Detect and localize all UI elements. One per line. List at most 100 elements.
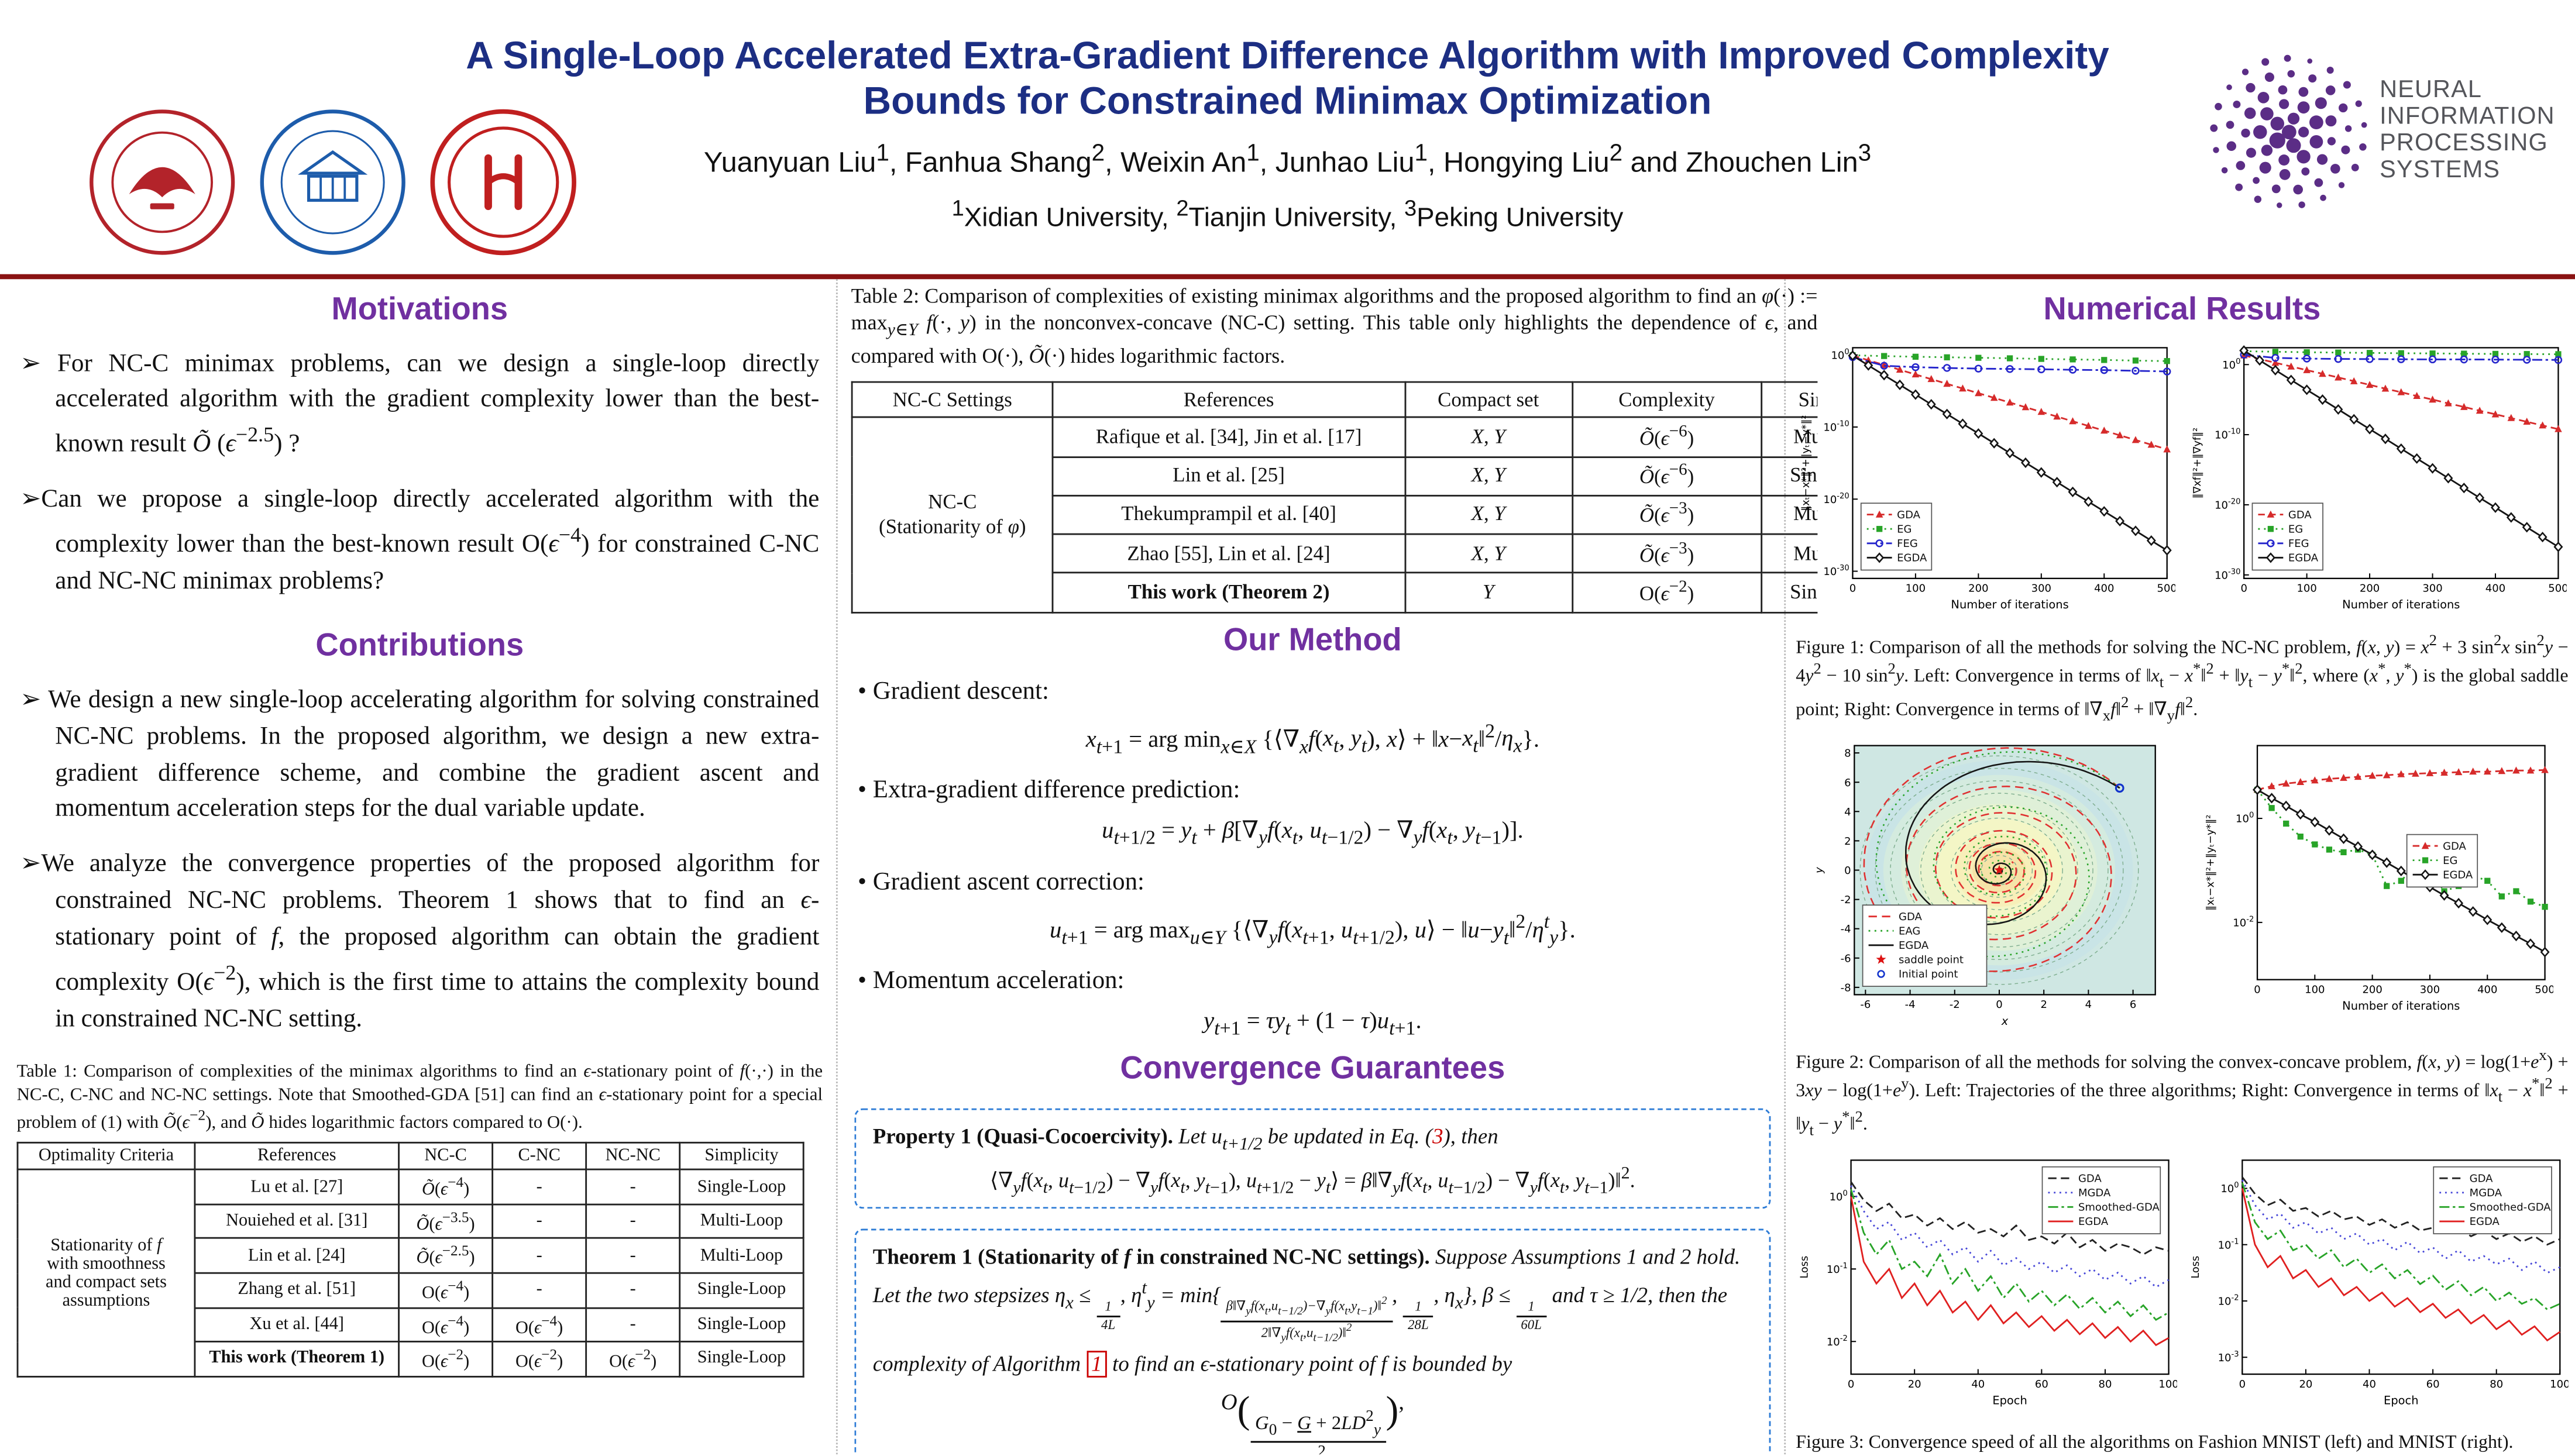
table-cell: Õ(ϵ−3)	[1571, 494, 1762, 535]
method-step-label: • Gradient ascent correction:	[858, 869, 1144, 896]
table-cell: -	[585, 1169, 681, 1206]
motivation-item-2: ➢Can we propose a single-loop directly a…	[20, 487, 820, 596]
svg-text:EG: EG	[2288, 522, 2303, 535]
table-cell: Zhao [55], Lin et al. [24]	[1052, 533, 1406, 574]
method-item-4: • Momentum acceleration: yt+1 = τyt + (1…	[851, 969, 1775, 1042]
svg-text:Number of iterations: Number of iterations	[1951, 597, 2068, 611]
svg-text:400: 400	[2477, 983, 2497, 996]
svg-text:500: 500	[2157, 581, 2175, 594]
table2-header-row: NC-C Settings References Compact set Com…	[851, 381, 1818, 419]
svg-text:8: 8	[1844, 748, 1851, 760]
svg-text:80: 80	[2099, 1379, 2112, 1391]
table-cell: O(ϵ−4)	[398, 1272, 494, 1309]
table-row: Lin et al. [25] X, Y Õ(ϵ−6) Single-Loop	[852, 455, 1818, 497]
table-cell: -	[491, 1169, 587, 1206]
table-cell: Multi-Loop	[679, 1238, 805, 1274]
table-cell: Nouiehed et al. [31]	[194, 1203, 400, 1240]
table-cell: -	[491, 1238, 587, 1274]
theorem-1-complexity-formula: O(G0 − G + 2LD2yϵ2),	[1221, 1388, 1405, 1454]
svg-text:Loss: Loss	[1799, 1257, 1810, 1279]
svg-text:0: 0	[1849, 581, 1856, 594]
svg-text:-2: -2	[1841, 894, 1851, 906]
method-step-formula: ut+1/2 = yt + β[∇yf(xt, ut−1/2) − ∇yf(xt…	[1102, 817, 1524, 849]
method-step-label: • Gradient descent:	[858, 677, 1049, 705]
method-step-label: • Momentum acceleration:	[858, 969, 1125, 996]
method-step-formula: yt+1 = τyt + (1 − τ)ut+1.	[1204, 1008, 1422, 1041]
svg-text:400: 400	[2094, 581, 2114, 594]
table-row: Lin et al. [24] Õ(ϵ−2.5) - - Multi-Loop	[18, 1238, 805, 1274]
svg-text:GDA: GDA	[2470, 1173, 2493, 1186]
peking-university-logo	[430, 109, 576, 256]
table-cell: Single-Loop	[1760, 455, 1818, 497]
figure2-caption: Figure 2: Comparison of all the methods …	[1796, 1048, 2569, 1141]
eq-3-link[interactable]: 3	[1432, 1125, 1443, 1149]
neurips-line: NEURAL	[2380, 77, 2483, 104]
table-cell: Multi-Loop	[1760, 533, 1818, 574]
svg-text:‖∇xf‖²+‖∇yf‖²: ‖∇xf‖²+‖∇yf‖²	[2192, 426, 2203, 498]
table2-wrapper: NC-C Settings References Compact set Com…	[851, 381, 1818, 613]
svg-text:FEG: FEG	[2288, 537, 2309, 549]
svg-text:40: 40	[2363, 1379, 2376, 1391]
svg-text:300: 300	[2420, 983, 2440, 996]
svg-text:Number of iterations: Number of iterations	[2342, 597, 2460, 611]
svg-text:0: 0	[2240, 581, 2247, 594]
svg-text:EGDA: EGDA	[2078, 1217, 2109, 1229]
svg-text:300: 300	[2422, 581, 2442, 594]
algorithm-1-link[interactable]: 1	[1086, 1350, 1107, 1377]
svg-text:-6: -6	[1841, 952, 1851, 965]
svg-text:Initial point: Initial point	[1899, 968, 1958, 980]
svg-text:4: 4	[2085, 999, 2092, 1011]
table-cell: Multi-Loop	[1760, 494, 1818, 535]
table-cell: Lin et al. [24]	[194, 1238, 400, 1274]
table-cell: Thekumprampil et al. [40]	[1052, 494, 1406, 535]
right-column: Numerical Results 0 100 200 300 400 500 100 10-…	[1786, 278, 2575, 1454]
neurips-wordmark: NEURAL INFORMATION PROCESSING SYSTEMS	[2380, 77, 2555, 185]
svg-text:-2: -2	[1950, 999, 1960, 1011]
table-row: Xu et al. [44] O(ϵ−4) O(ϵ−4) - Single-Lo…	[18, 1306, 805, 1343]
numerical-results-heading: Numerical Results	[2043, 291, 2321, 327]
svg-text:EG: EG	[1897, 522, 1912, 535]
method-item-1: • Gradient descent: xt+1 = arg minx∈X {⟨…	[851, 678, 1775, 759]
our-method-heading: Our Method	[1223, 622, 1402, 658]
property-1-box: Property 1 (Quasi-Cocoercivity). Let ut+…	[854, 1109, 1771, 1209]
svg-text:10-3: 10-3	[2218, 1351, 2239, 1365]
svg-text:200: 200	[2360, 581, 2380, 594]
svg-text:Epoch: Epoch	[2384, 1395, 2418, 1408]
table-cell: -	[585, 1238, 681, 1274]
table1-header-row: Optimality Criteria References NC-C C-NC…	[16, 1142, 805, 1171]
table-cell: Rafique et al. [34], Jin et al. [17]	[1052, 417, 1406, 457]
table1-header: NC-NC	[585, 1142, 681, 1171]
svg-text:10-2: 10-2	[2218, 1295, 2239, 1309]
svg-text:EGDA: EGDA	[1899, 939, 1929, 952]
svg-text:MGDA: MGDA	[2078, 1187, 2111, 1200]
svg-text:x: x	[2001, 1014, 2009, 1028]
svg-text:100: 100	[1830, 1190, 1848, 1204]
table-row: Zhao [55], Lin et al. [24] X, Y Õ(ϵ−3) M…	[852, 533, 1818, 574]
svg-text:4: 4	[1844, 806, 1851, 818]
table-cell: Õ(ϵ−6)	[1571, 417, 1762, 457]
figure-1: 0 100 200 300 400 500 100 10-10 10-20 10-30 Number…	[1796, 339, 2568, 623]
svg-text:10-2: 10-2	[1827, 1335, 1848, 1349]
method-item-2: • Extra-gradient difference prediction: …	[851, 777, 1775, 851]
table-cell: X, Y	[1404, 494, 1573, 535]
table-cell: -	[585, 1203, 681, 1240]
svg-text:-4: -4	[1841, 923, 1851, 935]
property-1-formula: ⟨∇yf(xt, ut−1/2) − ∇yf(xt, yt−1), ut+1/2…	[990, 1164, 1635, 1197]
svg-text:GDA: GDA	[2443, 840, 2466, 852]
svg-text:100: 100	[2296, 581, 2316, 594]
svg-text:60: 60	[2035, 1379, 2048, 1391]
svg-text:40: 40	[1971, 1379, 1985, 1391]
svg-text:0: 0	[1848, 1379, 1854, 1391]
svg-text:EGDA: EGDA	[1897, 551, 1927, 563]
svg-text:100: 100	[2550, 1379, 2568, 1391]
svg-text:100: 100	[1831, 347, 1849, 361]
svg-text:400: 400	[2485, 581, 2505, 594]
table-cell: X, Y	[1404, 417, 1573, 457]
table-cell: Multi-Loop	[1760, 417, 1818, 457]
table-cell: Multi-Loop	[679, 1203, 805, 1240]
table-row: Stationarity of f with smoothness and comp…	[16, 1169, 805, 1377]
contribution-item-2: ➢We analyze the convergence properties o…	[20, 851, 820, 1033]
table-cell: Õ(ϵ−3)	[1571, 533, 1762, 574]
middle-column: Table 2: Comparison of complexities of e…	[838, 278, 1817, 1454]
